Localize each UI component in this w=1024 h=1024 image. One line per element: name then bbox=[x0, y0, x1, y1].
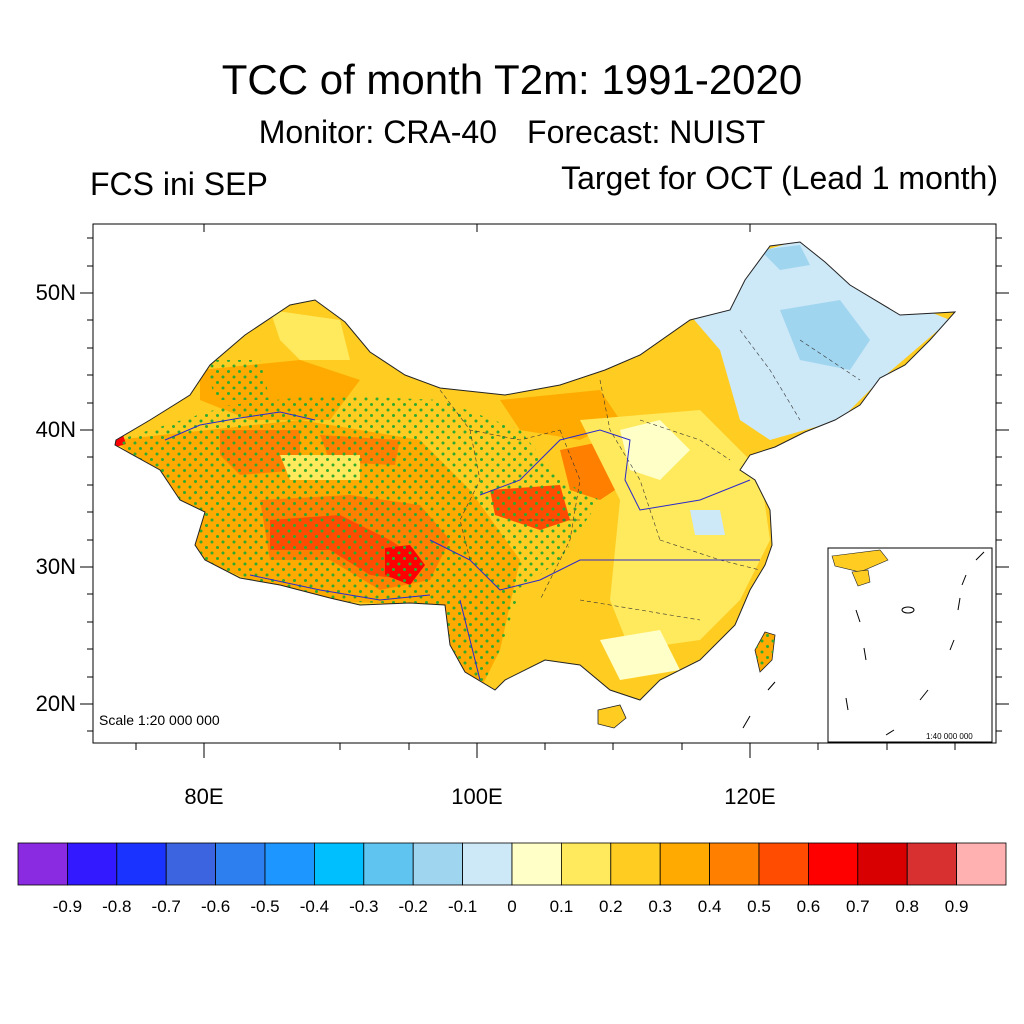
colorbar-tick-label: 0.6 bbox=[796, 897, 821, 916]
lat-label-40n: 40N bbox=[35, 417, 76, 442]
map-frame bbox=[80, 223, 1009, 758]
river-yellow bbox=[479, 429, 751, 511]
river-tarim bbox=[164, 411, 316, 441]
province-borders bbox=[439, 329, 861, 621]
field-region-altai bbox=[270, 310, 350, 360]
colorbar-swatch bbox=[659, 842, 711, 886]
colorbar-tick-label: -0.7 bbox=[151, 897, 181, 916]
colorbar bbox=[17, 842, 1007, 886]
field-region-yangtze-low bbox=[690, 510, 725, 535]
colorbar-tick-label: -0.4 bbox=[299, 897, 330, 916]
colorbar-tick-label: -0.8 bbox=[102, 897, 132, 916]
colorbar-swatch bbox=[215, 842, 266, 886]
hainan-island bbox=[597, 704, 627, 729]
lon-label-120e: 120E bbox=[724, 784, 776, 809]
significance-stippling-north bbox=[205, 360, 270, 400]
frame-ticks bbox=[80, 224, 1009, 758]
colorbar-tick-label: -0.9 bbox=[52, 897, 83, 916]
lon-label-100e: 100E bbox=[451, 784, 503, 809]
colorbar-swatch bbox=[758, 842, 809, 886]
colorbar-swatch bbox=[116, 842, 167, 886]
colorbar-tick-label: -0.1 bbox=[447, 897, 478, 916]
field-region-northeast-core bbox=[780, 300, 870, 370]
colorbar-swatch bbox=[511, 842, 562, 886]
colorbar-swatch bbox=[412, 842, 464, 886]
colorbar-tick-label: 0.3 bbox=[648, 897, 672, 916]
monitor-label: Monitor: CRA-40 bbox=[258, 114, 498, 150]
colorbar-swatch bbox=[363, 842, 414, 886]
main-scale-label: Scale 1:20 000 000 bbox=[99, 712, 220, 728]
colorbar-tick-label: -0.6 bbox=[200, 897, 231, 916]
forecast-label: Forecast: NUIST bbox=[527, 114, 766, 150]
colorbar-swatch bbox=[67, 842, 118, 886]
field-region-south-low bbox=[600, 630, 680, 680]
colorbar-tick-label: 0.7 bbox=[845, 897, 870, 916]
colorbar-tick-label: -0.3 bbox=[349, 897, 379, 916]
lon-label-80e: 80E bbox=[184, 784, 224, 809]
taiwan-stippling bbox=[755, 632, 775, 672]
colorbar-swatch bbox=[264, 842, 315, 886]
target-label: Target for OCT (Lead 1 month) bbox=[561, 160, 998, 196]
lat-label-30n: 30N bbox=[35, 554, 76, 579]
colorbar-tick-label: 0.5 bbox=[747, 897, 771, 916]
field-region-east-low bbox=[620, 420, 690, 480]
colorbar-swatch bbox=[17, 842, 68, 886]
inset-scale-label: 1:40 000 000 bbox=[926, 732, 973, 741]
colorbar-swatch bbox=[610, 842, 661, 886]
map-subtitle: Monitor: CRA-40 Forecast: NUIST bbox=[0, 114, 1024, 151]
colorbar-swatch bbox=[561, 842, 612, 886]
colorbar-swatch bbox=[956, 842, 1007, 886]
initialization-label: FCS ini SEP bbox=[90, 166, 268, 202]
colorbar-tick-label: 0.2 bbox=[598, 897, 623, 916]
inset-nine-dash-line bbox=[845, 551, 985, 736]
colorbar-swatch bbox=[857, 842, 908, 886]
field-region-northeast-tip bbox=[760, 245, 810, 270]
colorbar-tick-label: 0.4 bbox=[697, 897, 722, 916]
field-region-east bbox=[580, 410, 770, 650]
colorbar-tick-label: -0.2 bbox=[398, 897, 428, 916]
rivers bbox=[164, 411, 760, 681]
colorbar-swatch bbox=[313, 842, 365, 886]
colorbar-swatch bbox=[906, 842, 958, 886]
south-china-sea-inset bbox=[827, 547, 993, 743]
colorbar-swatch bbox=[462, 842, 513, 886]
river-yarlung bbox=[249, 574, 431, 601]
colorbar-tick-label: 0 bbox=[507, 897, 517, 916]
river-yangtze bbox=[429, 539, 760, 591]
significance-stippling bbox=[118, 395, 600, 690]
lat-label-50n: 50N bbox=[35, 280, 76, 305]
colorbar-swatch bbox=[808, 842, 859, 886]
main-nine-dash-line bbox=[742, 681, 776, 729]
river-lancang bbox=[459, 599, 481, 681]
inset-hainan bbox=[851, 569, 871, 587]
inset-coast bbox=[831, 549, 889, 573]
colorbar-tick-label: 0.1 bbox=[549, 897, 574, 916]
colorbar-tick-label: 0.9 bbox=[944, 897, 969, 916]
colorbar-tick-label: 0.8 bbox=[895, 897, 919, 916]
lat-label-20n: 20N bbox=[35, 691, 76, 716]
colorbar-tick-label: -0.5 bbox=[250, 897, 280, 916]
map-title: TCC of month T2m: 1991-2020 bbox=[221, 56, 803, 103]
colorbar-swatch bbox=[709, 842, 760, 886]
colorbar-swatch bbox=[165, 842, 216, 886]
